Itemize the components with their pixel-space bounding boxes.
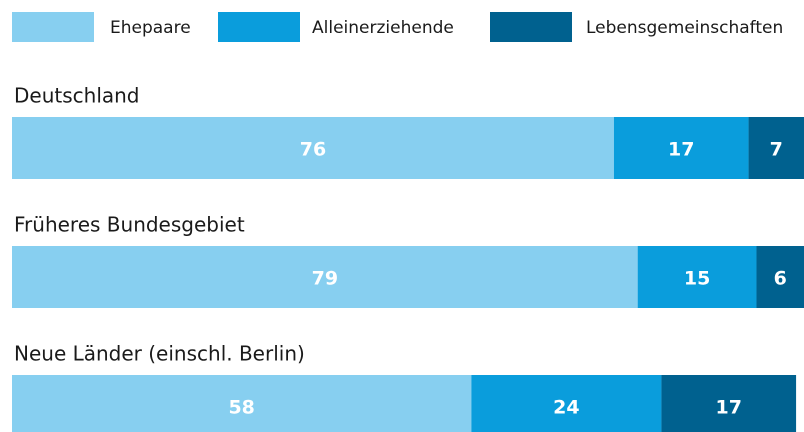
bar-segment	[748, 117, 804, 179]
value-label: 7	[770, 139, 783, 161]
category-label: Deutschland	[14, 84, 140, 108]
legend-label: Ehepaare	[110, 18, 191, 38]
bar-segment	[12, 117, 614, 179]
value-label: 58	[228, 397, 254, 419]
bar-segment	[661, 375, 797, 432]
category-label: Früheres Bundesgebiet	[14, 213, 245, 237]
category-label: Neue Länder (einschl. Berlin)	[14, 342, 305, 366]
value-label: 17	[716, 397, 742, 419]
legend-swatch	[490, 12, 572, 42]
legend-swatch	[12, 12, 94, 42]
value-label: 17	[668, 139, 694, 161]
bar-segment	[471, 375, 662, 432]
value-label: 15	[684, 268, 710, 290]
bar-segment	[756, 246, 804, 308]
legend-swatch	[218, 12, 300, 42]
bar-segment	[12, 375, 472, 432]
bar-segment	[637, 246, 757, 308]
value-label: 6	[774, 268, 787, 290]
legend-label: Lebensgemeinschaften	[586, 18, 783, 38]
value-label: 79	[312, 268, 338, 290]
bar-segment	[613, 117, 749, 179]
value-label: 76	[300, 139, 326, 161]
value-label: 24	[553, 397, 579, 419]
bar-segment	[12, 246, 638, 308]
legend-label: Alleinerziehende	[312, 18, 454, 38]
